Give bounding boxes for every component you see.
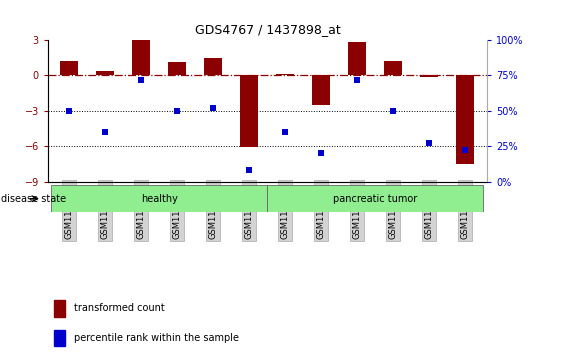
Point xyxy=(353,77,362,82)
Bar xyxy=(96,70,114,75)
Point xyxy=(461,147,470,153)
Point xyxy=(101,129,110,135)
Text: transformed count: transformed count xyxy=(74,303,165,313)
Bar xyxy=(60,61,78,75)
Point xyxy=(137,77,146,82)
Point xyxy=(317,150,326,156)
Title: GDS4767 / 1437898_at: GDS4767 / 1437898_at xyxy=(195,23,340,36)
Text: disease state: disease state xyxy=(1,194,66,204)
Bar xyxy=(168,62,186,75)
Text: healthy: healthy xyxy=(141,194,178,204)
Bar xyxy=(421,75,439,77)
Bar xyxy=(457,75,475,164)
Point xyxy=(173,108,182,114)
FancyBboxPatch shape xyxy=(267,185,484,212)
FancyBboxPatch shape xyxy=(51,185,267,212)
Point xyxy=(389,108,398,114)
Text: percentile rank within the sample: percentile rank within the sample xyxy=(74,333,239,343)
Bar xyxy=(132,40,150,75)
Bar xyxy=(55,330,65,346)
Bar xyxy=(276,74,294,75)
Point xyxy=(281,129,290,135)
Bar xyxy=(240,75,258,147)
Point xyxy=(65,108,74,114)
Bar xyxy=(204,58,222,75)
Point xyxy=(425,140,434,146)
Point xyxy=(209,105,218,111)
Bar xyxy=(348,42,367,75)
Bar xyxy=(312,75,330,105)
Bar xyxy=(385,61,403,75)
Text: pancreatic tumor: pancreatic tumor xyxy=(333,194,418,204)
Bar xyxy=(55,300,65,317)
Point xyxy=(245,167,254,173)
